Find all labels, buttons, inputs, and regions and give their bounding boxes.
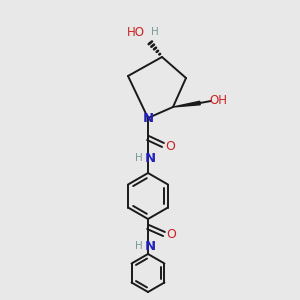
Polygon shape (173, 101, 200, 107)
Text: OH: OH (209, 94, 227, 106)
Text: HO: HO (127, 26, 145, 40)
Text: N: N (144, 239, 156, 253)
Text: O: O (165, 140, 175, 152)
Text: H: H (135, 153, 143, 163)
Text: N: N (144, 152, 156, 164)
Text: N: N (142, 112, 154, 125)
Text: O: O (166, 227, 176, 241)
Text: H: H (135, 241, 143, 251)
Text: H: H (151, 27, 159, 37)
